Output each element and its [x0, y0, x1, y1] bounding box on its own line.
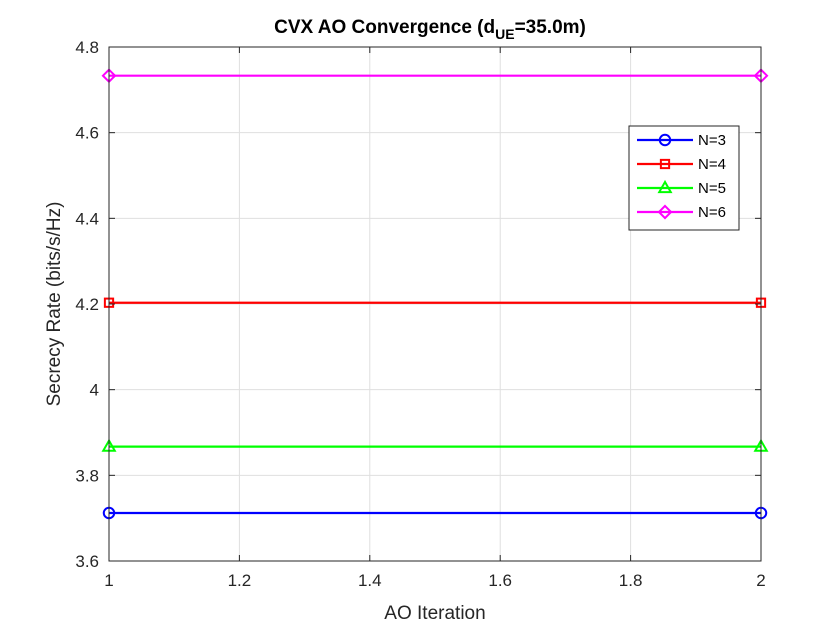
x-axis-label: AO Iteration: [384, 603, 485, 624]
x-tick-label: 1: [104, 571, 113, 590]
y-tick-label: 4.6: [75, 124, 99, 143]
x-tick-label: 1.4: [358, 571, 382, 590]
legend-label: N=4: [698, 156, 726, 173]
x-tick-label: 1.8: [619, 571, 643, 590]
y-tick-label: 3.8: [75, 466, 99, 485]
legend-marker: [658, 133, 672, 147]
legend-marker: [657, 179, 673, 194]
legend-item: N=3: [637, 132, 726, 149]
y-tick-label: 4.2: [75, 295, 99, 314]
y-tick-label: 4.8: [75, 38, 99, 57]
x-tick-label: 2: [756, 571, 765, 590]
legend: N=3 N=4 N=5 N=6: [628, 125, 740, 231]
legend-marker: [659, 158, 671, 170]
y-tick-label: 3.6: [75, 552, 99, 571]
legend-label: N=6: [698, 204, 726, 221]
series-layer: [101, 68, 769, 520]
y-tick-label: 4: [90, 381, 99, 400]
legend-item: N=6: [637, 204, 726, 221]
y-axis-label: Secrecy Rate (bits/s/Hz): [44, 202, 65, 407]
x-tick-label: 1.2: [228, 571, 252, 590]
axis-ticks: 1 1.2 1.4 1.6 1.8 2 3.6 3.8 4 4.2 4.4 4.6 4.8: [75, 38, 765, 590]
legend-item: N=5: [637, 179, 726, 197]
legend-label: N=5: [698, 180, 726, 197]
legend-marker: [657, 204, 673, 220]
x-tick-label: 1.6: [488, 571, 512, 590]
chart-title: CVX AO Convergence (dUE=35.0m): [274, 17, 586, 42]
y-tick-label: 4.4: [75, 209, 99, 228]
legend-item: N=4: [637, 156, 726, 173]
legend-label: N=3: [698, 132, 726, 149]
